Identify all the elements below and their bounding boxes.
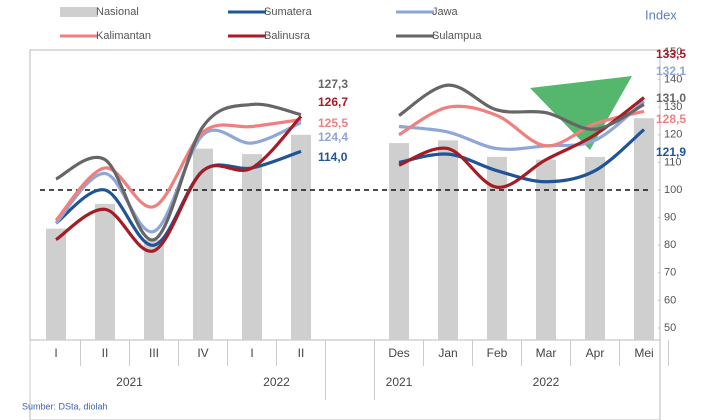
x-tick-label: II <box>298 346 305 360</box>
bar <box>193 148 213 340</box>
x-tick-label: I <box>250 346 253 360</box>
legend-label: Sumatera <box>264 6 313 18</box>
bar <box>585 156 605 340</box>
legend-label: Jawa <box>432 6 459 18</box>
y-tick-label: 140 <box>664 74 682 86</box>
x-tick-label: Mar <box>536 346 557 360</box>
line <box>55 83 645 242</box>
legend-label: Nasional <box>96 6 139 18</box>
bar <box>487 156 507 340</box>
y-tick-label: 80 <box>664 239 676 251</box>
y-tick-label: 50 <box>664 322 676 334</box>
x-tick-label: I <box>54 346 57 360</box>
data-label: 133,5 <box>656 47 686 61</box>
data-label: 121,9 <box>656 145 686 159</box>
bar <box>144 239 164 340</box>
x-group-label: 2021 <box>386 375 413 389</box>
line <box>54 104 645 222</box>
x-tick-label: Feb <box>487 346 508 360</box>
y-tick-label: 90 <box>664 212 676 224</box>
data-label: 132,1 <box>656 64 686 78</box>
bar <box>438 140 458 340</box>
y-tick-label: 130 <box>664 101 682 113</box>
legend-swatch <box>60 7 98 17</box>
data-label: 124,4 <box>318 130 348 144</box>
x-tick-label: II <box>102 346 109 360</box>
bar <box>95 203 115 340</box>
x-tick-label: Des <box>388 346 409 360</box>
legend-label: Kalimantan <box>96 30 151 42</box>
y-tick-label: 100 <box>664 184 682 196</box>
source: Sumber: DSta, diolah <box>22 401 108 411</box>
data-label: 114,0 <box>318 150 348 164</box>
data-label: 131,0 <box>656 91 686 105</box>
data-label: 127,3 <box>318 77 348 91</box>
line <box>55 96 645 253</box>
decoration <box>530 76 632 150</box>
x-tick-label: Jan <box>438 346 457 360</box>
x-group-label: 2021 <box>116 375 143 389</box>
y-tick-label: 60 <box>664 294 676 306</box>
x-group-label: 2022 <box>263 375 290 389</box>
y-tick-label: 70 <box>664 267 676 279</box>
x-tick-label: Mei <box>634 346 653 360</box>
y-tick-label: 150 <box>664 46 682 58</box>
data-label: 126,7 <box>318 95 348 109</box>
bar <box>291 134 311 340</box>
bar <box>389 143 409 340</box>
legend-label: Balinusra <box>264 30 311 42</box>
x-tick-label: IV <box>197 346 208 360</box>
y-tick-label: 110 <box>664 156 682 168</box>
legend-label: Sulampua <box>432 30 482 42</box>
bar <box>536 159 556 340</box>
x-tick-label: III <box>149 346 159 360</box>
data-label: 125,5 <box>318 116 348 130</box>
bar <box>46 228 66 340</box>
bar <box>634 118 654 341</box>
bar <box>242 154 262 340</box>
y-tick-label: 120 <box>664 129 682 141</box>
axis-label: Index <box>645 7 677 22</box>
data-label: 128,5 <box>656 112 686 126</box>
x-tick-label: Apr <box>586 346 605 360</box>
x-group-label: 2022 <box>533 375 560 389</box>
